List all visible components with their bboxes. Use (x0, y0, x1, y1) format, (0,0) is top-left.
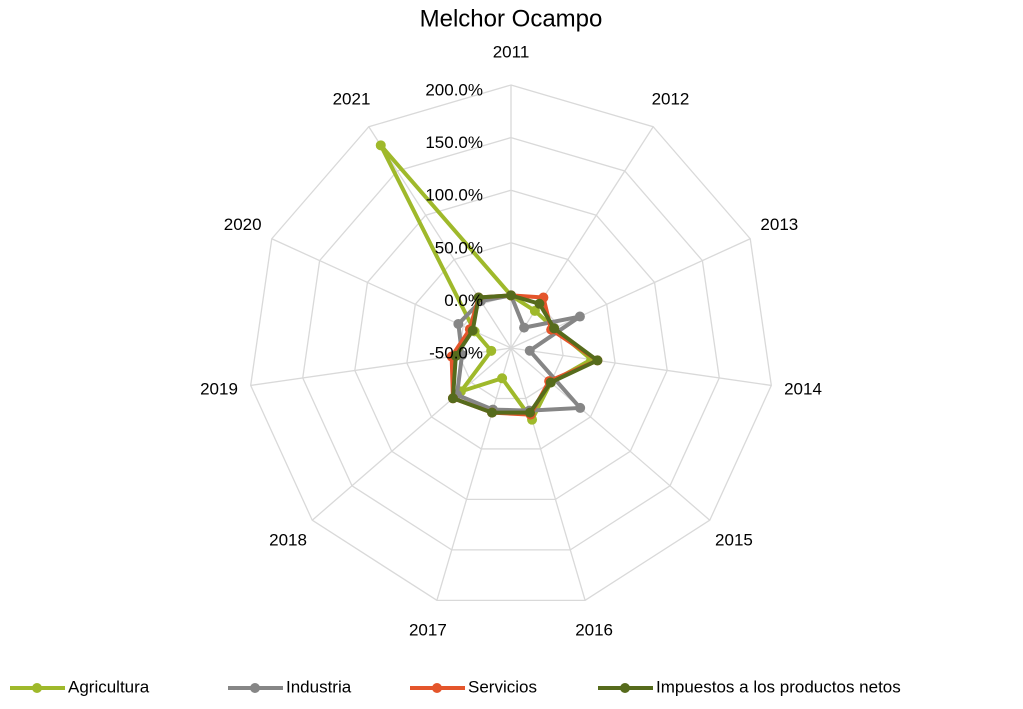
y-tick-label: 0.0% (444, 291, 483, 310)
category-label: 2013 (760, 215, 798, 234)
data-point (447, 393, 458, 404)
grid-ring (406, 242, 616, 450)
category-label: 2014 (784, 379, 822, 398)
data-point (574, 311, 585, 322)
data-point (545, 377, 556, 388)
data-point (486, 345, 497, 356)
grid-ring (250, 84, 772, 601)
chart-title: Melchor Ocampo (420, 5, 603, 32)
legend-label: Impuestos a los productos netos (656, 677, 901, 696)
data-point (534, 298, 545, 309)
y-tick-label: 150.0% (425, 133, 483, 152)
data-point (524, 407, 535, 418)
data-point (375, 140, 386, 151)
legend-label: Agricultura (68, 677, 150, 696)
spoke (311, 347, 512, 521)
legend-label: Industria (286, 677, 352, 696)
spoke (368, 126, 512, 349)
category-label: 2019 (200, 379, 238, 398)
legend-marker (432, 683, 442, 693)
data-point (450, 350, 461, 361)
data-point (473, 292, 484, 303)
data-point (549, 323, 560, 334)
data-point (467, 325, 478, 336)
y-tick-label: 50.0% (435, 238, 483, 257)
category-label: 2015 (715, 531, 753, 550)
category-label: 2021 (333, 89, 371, 108)
spoke (510, 347, 586, 601)
category-label: 2020 (224, 215, 262, 234)
category-label: 2017 (409, 621, 447, 640)
data-point (519, 322, 530, 333)
category-label: 2012 (652, 89, 690, 108)
category-label: 2011 (493, 42, 530, 61)
data-point (529, 305, 540, 316)
grid-ring (354, 189, 668, 501)
grid-ring (302, 136, 720, 551)
legend-marker (620, 683, 630, 693)
series-line (454, 293, 583, 413)
data-point (497, 373, 508, 384)
data-point (575, 402, 586, 413)
y-tick-label: -50.0% (429, 343, 483, 362)
legend-label: Servicios (468, 677, 537, 696)
legend-marker (32, 683, 42, 693)
spoke (250, 347, 512, 387)
spoke (510, 347, 711, 521)
y-tick-label: 200.0% (425, 80, 483, 99)
data-point (524, 345, 535, 356)
data-point (487, 407, 498, 418)
data-point (453, 318, 464, 329)
data-point (506, 290, 516, 301)
category-label: 2016 (575, 621, 613, 640)
legend-marker (250, 683, 260, 693)
spoke (510, 347, 772, 387)
data-point (592, 355, 603, 366)
spoke (436, 347, 512, 601)
y-tick-label: 100.0% (425, 186, 483, 205)
category-label: 2018 (269, 531, 307, 550)
